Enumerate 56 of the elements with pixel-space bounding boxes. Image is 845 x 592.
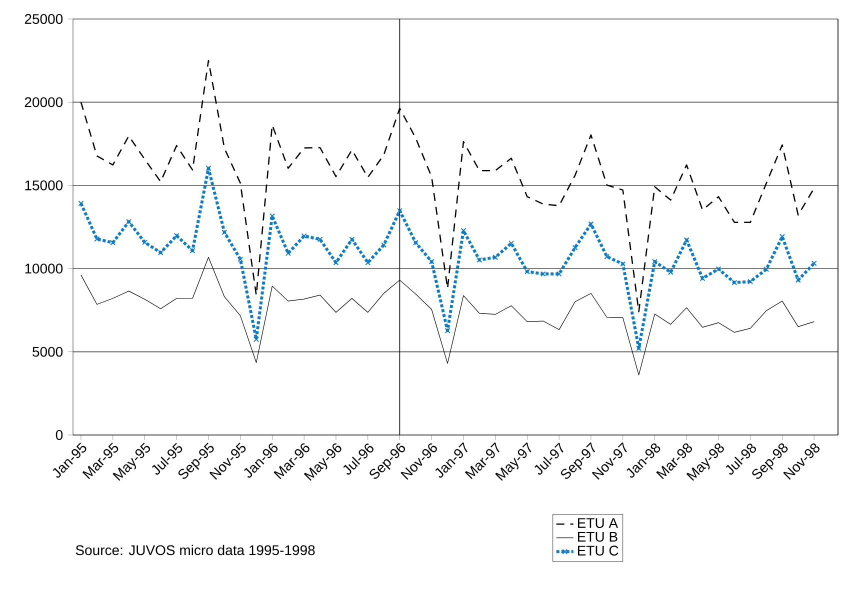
point xyxy=(444,328,450,334)
point xyxy=(684,237,690,243)
point xyxy=(78,200,84,206)
y-tick-label: 15000 xyxy=(25,180,63,190)
legend-label: ETU C xyxy=(578,546,618,556)
point xyxy=(732,280,738,286)
point xyxy=(524,268,530,274)
point xyxy=(412,240,418,246)
line-series xyxy=(78,166,817,352)
y-tick-label: 5000 xyxy=(32,346,63,357)
point xyxy=(317,236,323,242)
point xyxy=(556,271,562,277)
point xyxy=(126,218,132,224)
point xyxy=(748,278,754,284)
point xyxy=(572,244,578,250)
y-tick-label: 25000 xyxy=(24,14,63,24)
point xyxy=(636,346,642,352)
point xyxy=(381,242,387,248)
point xyxy=(174,232,180,238)
point xyxy=(349,236,355,242)
point xyxy=(222,230,228,236)
point xyxy=(540,271,546,277)
point xyxy=(301,233,307,239)
legend-label: ETU A xyxy=(578,518,618,528)
point xyxy=(269,213,275,219)
point xyxy=(476,257,482,263)
point xyxy=(238,256,244,262)
point xyxy=(795,277,801,283)
legend-label: ETU B xyxy=(578,532,618,542)
point xyxy=(190,248,196,254)
point xyxy=(110,240,116,246)
y-tick-label: 20000 xyxy=(24,97,63,108)
source-note: Source: JUVOS micro data 1995-1998 xyxy=(76,544,315,556)
point xyxy=(206,166,212,172)
point xyxy=(492,254,498,260)
point xyxy=(620,261,626,267)
point xyxy=(142,240,148,246)
point xyxy=(604,254,610,260)
point xyxy=(716,266,722,272)
point xyxy=(764,266,770,272)
point xyxy=(652,258,658,264)
point xyxy=(254,336,260,342)
point xyxy=(396,208,402,214)
point xyxy=(285,250,291,256)
point xyxy=(588,221,594,227)
point xyxy=(158,250,164,256)
point xyxy=(779,234,785,240)
y-tick-label: 0 xyxy=(56,430,63,440)
point xyxy=(333,260,339,266)
point xyxy=(94,236,100,242)
point xyxy=(668,270,674,276)
point xyxy=(700,276,706,282)
point xyxy=(811,260,817,266)
point xyxy=(428,258,434,264)
y-tick-label: 10000 xyxy=(25,264,63,274)
point xyxy=(460,228,466,234)
